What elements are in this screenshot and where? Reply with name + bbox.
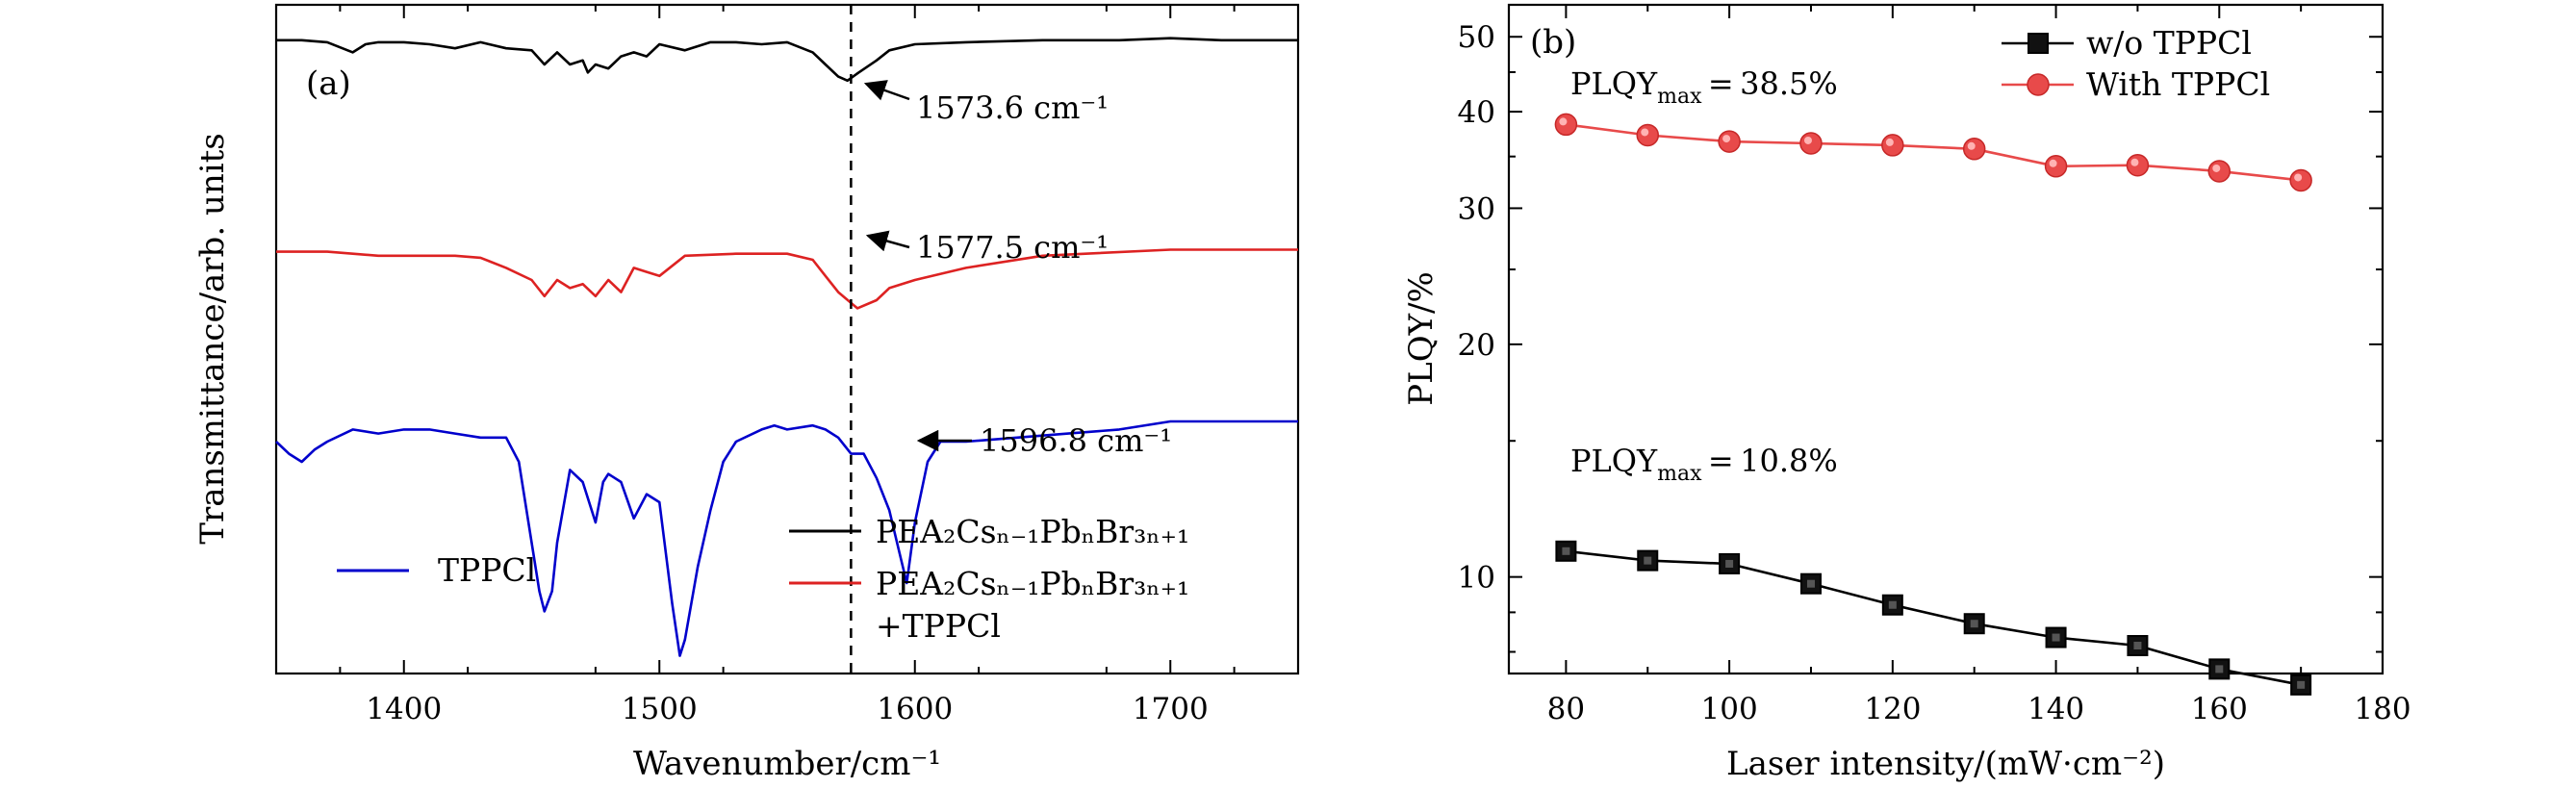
spectrum-line-0 [276, 37, 1298, 83]
y-tick-label-b: 30 [1458, 191, 1495, 226]
data-point-wo-highlight [1725, 559, 1734, 568]
legend-marker-wo [2028, 33, 2049, 54]
data-point-wo-highlight [1644, 556, 1652, 565]
panel-b-legend: w/o TPPCl With TPPCl [2002, 24, 2270, 103]
y-tick-label-b: 50 [1458, 20, 1495, 55]
x-tick-label-b: 100 [1701, 692, 1758, 726]
panel-b-frame [1507, 3, 2385, 675]
x-tick-label-a: 1600 [877, 692, 953, 726]
legend-label-pea: PEA₂Csₙ₋₁PbₙBr₃ₙ₊₁ [876, 513, 1189, 550]
data-point-wo-highlight [1562, 547, 1570, 555]
plqy-max-with: PLQYmax = 38.5% [1570, 65, 1838, 109]
data-point-with [1636, 123, 1660, 147]
data-point-with-highlight [1559, 117, 1568, 126]
data-point-wo-highlight [1970, 620, 1978, 628]
plqy-line-1 [1566, 123, 2302, 182]
data-point-with-highlight [2049, 159, 2057, 167]
panel-a-x-axis-label: Wavenumber/cm⁻¹ [633, 745, 941, 783]
plqy-line-0 [1566, 549, 2302, 687]
data-point-with-highlight [1967, 141, 1976, 150]
data-point-with [2207, 160, 2232, 183]
y-tick-label-b: 10 [1458, 561, 1495, 596]
x-tick-label-b: 120 [1864, 692, 1921, 726]
data-point-wo-highlight [2133, 642, 2142, 650]
data-point-with [2289, 168, 2312, 192]
data-point-wo-highlight [2297, 680, 2306, 689]
panel-b-label: (b) [1530, 23, 1576, 62]
arrow-1573 [863, 80, 910, 101]
panel-a-series [275, 37, 1298, 657]
data-point-with [2044, 155, 2068, 178]
panel-b-ticks: 80 100 120 140 160 180 10 20 30 40 50 [1458, 5, 2411, 726]
x-tick-label-b: 180 [2354, 692, 2410, 726]
spectrum-line-1 [276, 248, 1298, 310]
spectrum-line-2 [275, 419, 1298, 657]
legend-label-pea-tppcl: PEA₂Csₙ₋₁PbₙBr₃ₙ₊₁ [876, 565, 1189, 602]
data-point-wo-highlight [2215, 665, 2224, 674]
data-point-with [2126, 153, 2150, 177]
data-point-with-highlight [1803, 136, 1812, 144]
panel-a-x-ticks: 1400 1500 1600 1700 [339, 5, 1236, 726]
plqy-max-without: PLQYmax = 10.8% [1570, 443, 1838, 486]
data-point-with [1881, 134, 1904, 157]
data-point-wo-highlight [2052, 633, 2060, 642]
legend-marker-with [2027, 73, 2050, 96]
panel-a-frame [274, 3, 1300, 675]
panel-a-y-axis-label: Transmittance/arb. units [193, 133, 232, 544]
annotation-1596: 1596.8 cm⁻¹ [980, 422, 1172, 459]
data-point-with [1718, 130, 1741, 153]
data-point-with-highlight [1641, 128, 1649, 137]
x-tick-label-b: 160 [2191, 692, 2248, 726]
data-point-with [1962, 138, 1986, 161]
y-tick-label-b: 40 [1458, 95, 1495, 130]
panel-a-label: (a) [306, 64, 351, 103]
data-point-with-highlight [2130, 158, 2139, 166]
panel-b-x-axis-label: Laser intensity/(mW·cm⁻²) [1726, 745, 2165, 783]
data-point-with-highlight [1885, 138, 1894, 146]
legend-label-plus-tppcl: +TPPCl [876, 607, 1001, 645]
data-point-with [1799, 132, 1823, 155]
x-tick-label-b: 80 [1547, 692, 1585, 726]
data-point-with [1554, 113, 1578, 137]
x-tick-label-a: 1500 [622, 692, 698, 726]
panel-b-y-axis-label: PLQY/% [1402, 271, 1441, 406]
x-tick-label-a: 1700 [1133, 692, 1209, 726]
data-point-with-highlight [2212, 164, 2221, 172]
legend-label-tppcl: TPPCl [438, 551, 536, 589]
x-tick-label-b: 140 [2028, 692, 2084, 726]
panel-a: 1400 1500 1600 1700 (a) 1573.6 cm⁻¹ 1577.5 … [193, 3, 1300, 783]
panel-b: 80 100 120 140 160 180 10 20 30 40 50 (b) PLQYmax … [1402, 3, 2411, 783]
data-point-wo-highlight [1888, 600, 1897, 609]
data-point-with-highlight [2294, 173, 2303, 182]
legend-label-with: With TPPCl [2086, 65, 2270, 103]
panel-b-series [1554, 113, 2312, 696]
annotation-1577: 1577.5 cm⁻¹ [916, 229, 1109, 266]
annotation-1573: 1573.6 cm⁻¹ [916, 89, 1109, 126]
data-point-wo-highlight [1806, 579, 1815, 588]
legend-label-wo: w/o TPPCl [2086, 24, 2252, 62]
y-tick-label-b: 20 [1458, 328, 1495, 363]
data-point-with-highlight [1722, 135, 1731, 143]
arrow-1577 [865, 230, 910, 252]
x-tick-label-a: 1400 [366, 692, 442, 726]
